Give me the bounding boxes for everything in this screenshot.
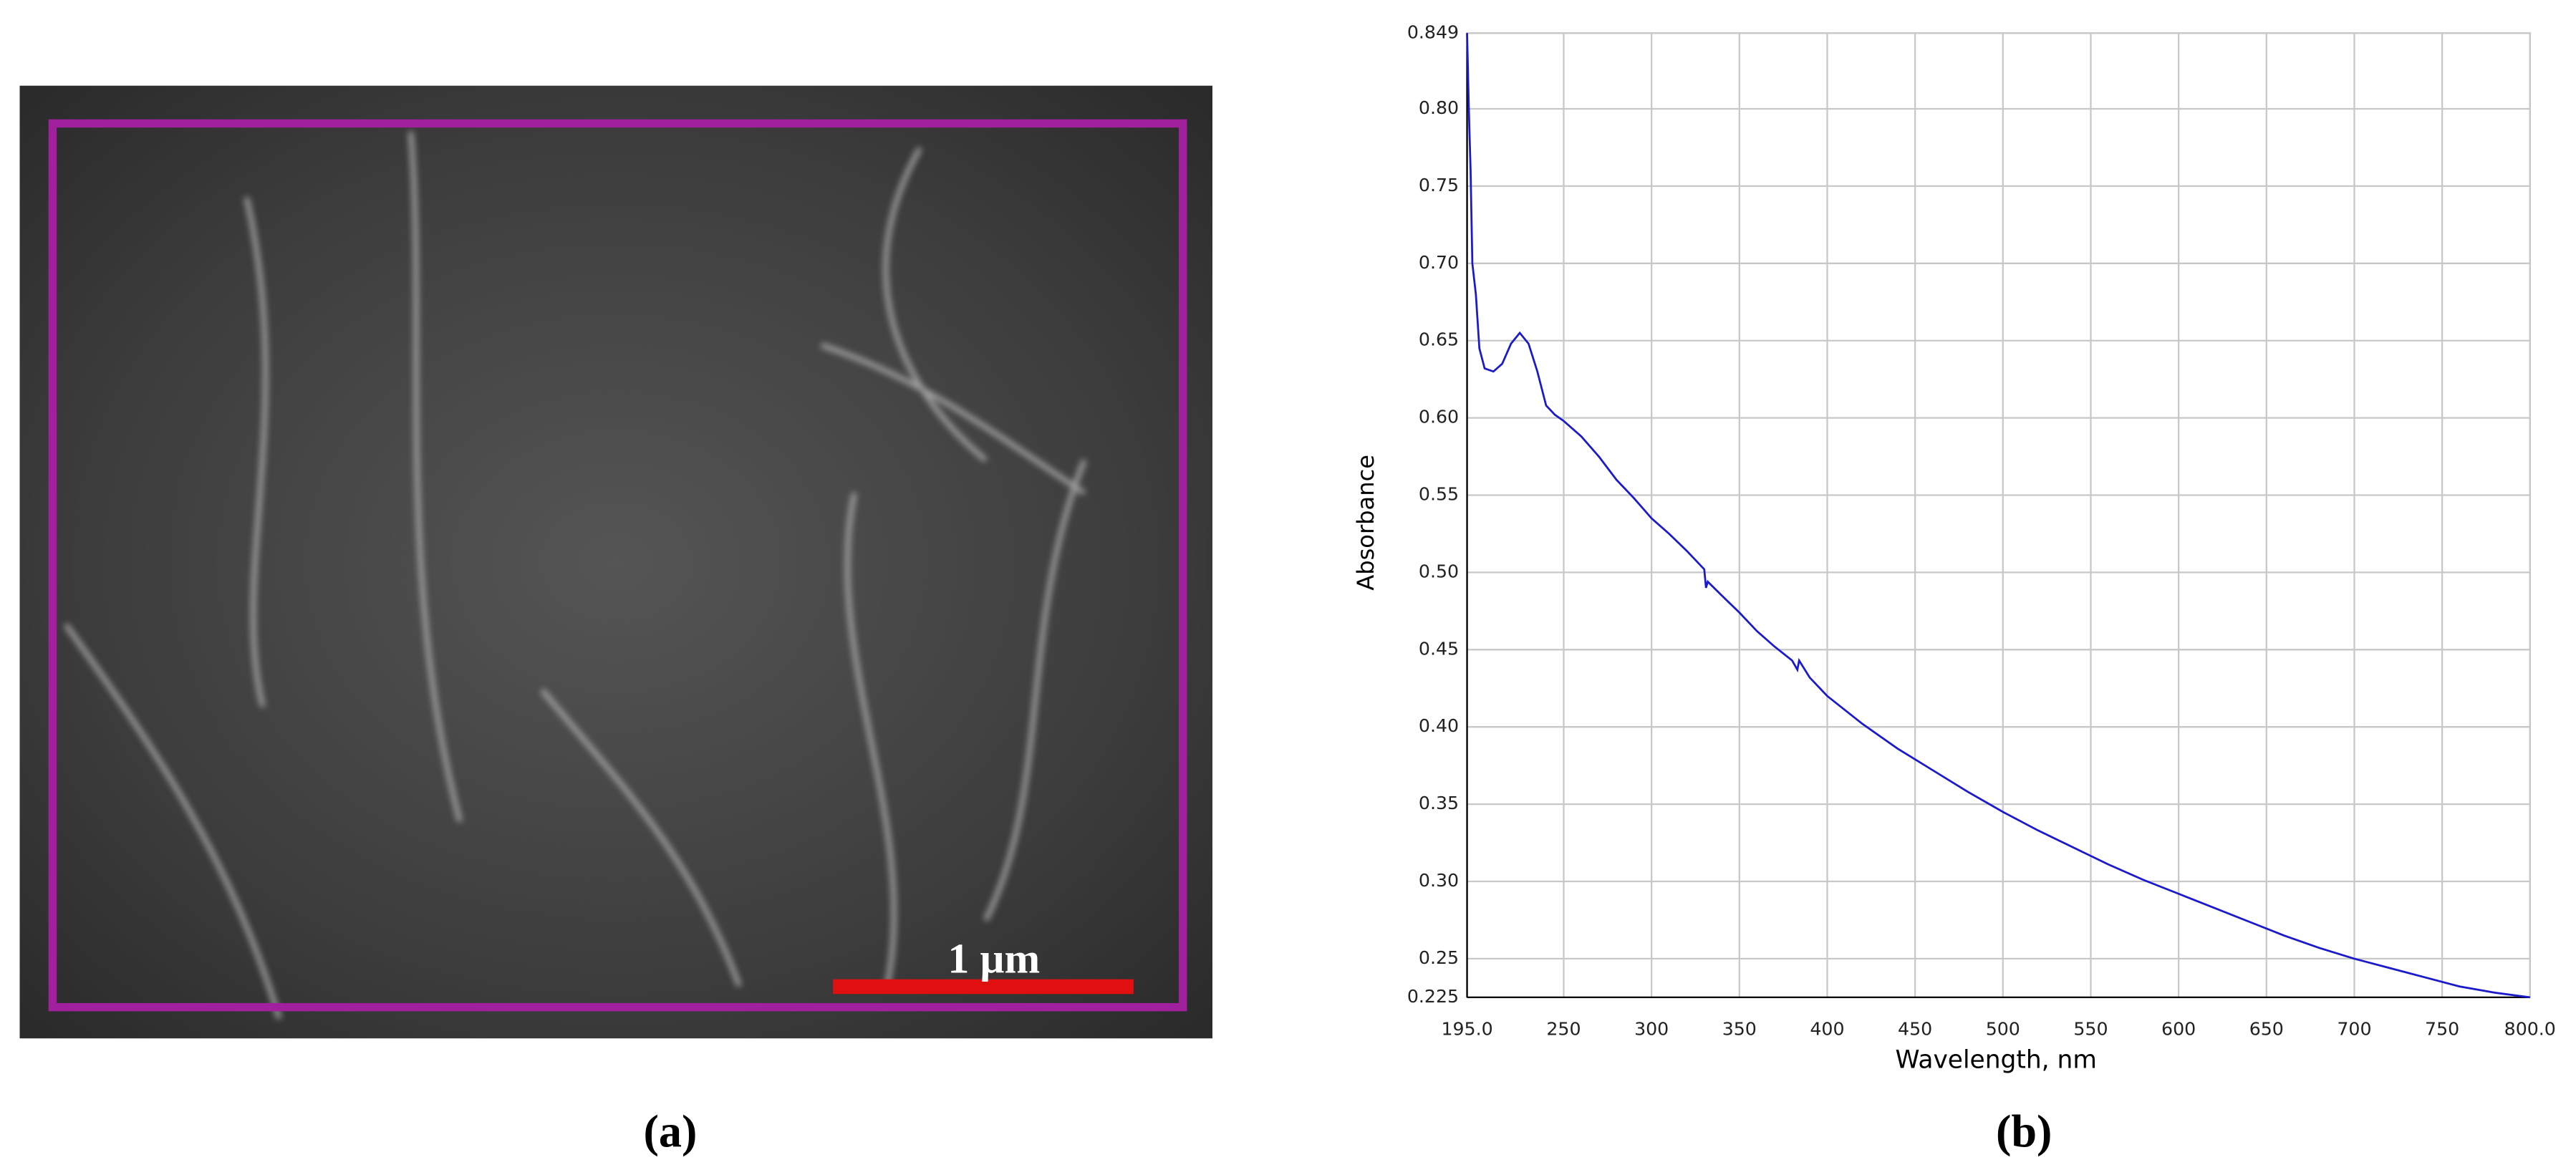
y-tick-label: 0.50	[1419, 561, 1459, 581]
x-axis-title: Wavelength, nm	[1896, 1045, 2097, 1074]
x-tick-label: 350	[1722, 1019, 1757, 1040]
x-tick-label: 250	[1546, 1019, 1581, 1040]
x-tick-label: 800.0	[2504, 1019, 2556, 1040]
x-tick-label: 550	[2073, 1019, 2108, 1040]
x-tick-label: 600	[2161, 1019, 2196, 1040]
panel-label: (b)	[1996, 1106, 2052, 1157]
data-line	[1466, 33, 2530, 999]
y-axis-title: Absorbance	[1352, 455, 1379, 591]
y-tick-label: 0.30	[1419, 870, 1459, 891]
y-tick-label: 0.225	[1407, 986, 1459, 1007]
y-tick-label: 0.35	[1419, 793, 1459, 813]
y-tick-label: 0.25	[1419, 947, 1459, 968]
y-tick-label: 0.75	[1419, 175, 1459, 195]
plot-area: 0.225 0.25 0.30 0.35 0.40 0.45 0.50 0.55 0.60 0.6…	[1407, 21, 2556, 1039]
scale-bar-label: 1 µm	[947, 934, 1040, 982]
y-tick-label: 0.60	[1419, 407, 1459, 427]
x-tick-label: 750	[2425, 1019, 2459, 1040]
y-tick-label: 0.55	[1419, 484, 1459, 505]
y-tick-label: 0.849	[1407, 21, 1459, 42]
sem-image: 1 µm	[19, 85, 1212, 1039]
x-tick-label: 300	[1634, 1019, 1669, 1040]
panel-label: (a)	[644, 1106, 698, 1157]
x-tick-label: 195.0	[1441, 1019, 1492, 1040]
x-tick-label: 700	[2337, 1019, 2371, 1040]
y-tick-label: 0.80	[1419, 97, 1459, 118]
y-tick-label: 0.45	[1419, 638, 1459, 659]
y-tick-label: 0.65	[1419, 329, 1459, 350]
x-tick-label: 500	[1986, 1019, 2020, 1040]
x-tick-label: 400	[1810, 1019, 1844, 1040]
x-tick-label: 450	[1898, 1019, 1932, 1040]
y-tick-label: 0.40	[1419, 715, 1459, 736]
y-tick-label: 0.70	[1419, 252, 1459, 273]
x-tick-label: 650	[2249, 1019, 2284, 1040]
plot-background	[1466, 32, 2531, 999]
